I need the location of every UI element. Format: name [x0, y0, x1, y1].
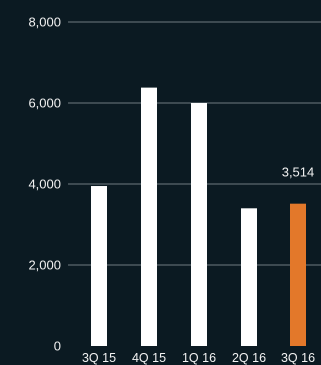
x-tick-label: 2Q 16 [232, 351, 266, 365]
data-label: 3,514 [282, 165, 315, 180]
y-tick-label: 4,000 [28, 177, 61, 192]
y-tick-label: 8,000 [28, 15, 61, 30]
x-tick-label: 1Q 16 [182, 351, 216, 365]
x-tick-label: 3Q 16 [281, 351, 315, 365]
bar-3q-15 [91, 186, 107, 346]
bar-3q-16 [290, 203, 306, 346]
x-tick-label: 3Q 15 [82, 351, 116, 365]
bar-4q-15 [141, 87, 157, 347]
x-axis-labels: 3Q 15 4Q 15 1Q 16 2Q 16 3Q 16 [82, 351, 315, 365]
y-tick-label: 0 [54, 339, 61, 354]
y-tick-label: 6,000 [28, 96, 61, 111]
bars [91, 87, 306, 347]
y-axis-ticks: 0 2,000 4,000 6,000 8,000 [28, 15, 61, 354]
y-tick-label: 2,000 [28, 258, 61, 273]
bar-2q-16 [241, 208, 257, 346]
x-tick-label: 4Q 15 [132, 351, 166, 365]
bar-1q-16 [191, 103, 207, 346]
annotations: 3,514 [282, 165, 315, 180]
